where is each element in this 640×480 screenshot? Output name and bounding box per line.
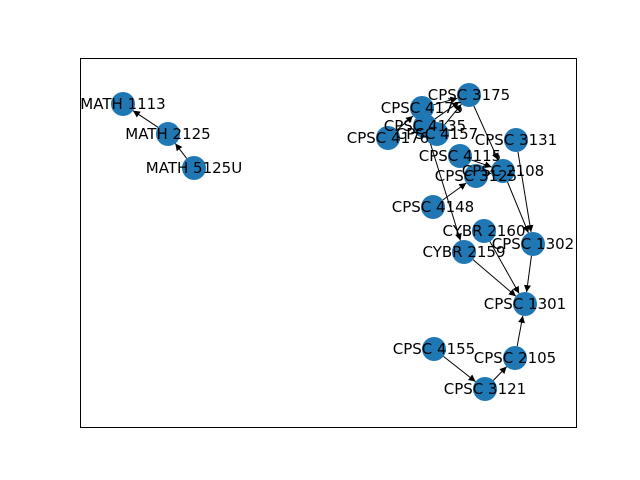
edge-cpsc-2105-to-cpsc-1301 xyxy=(516,315,525,347)
edge-math-2125-to-math-1113 xyxy=(132,110,159,128)
node-cybr-2159 xyxy=(452,240,476,264)
edge-cpsc-3121-to-cpsc-2105 xyxy=(492,366,508,381)
node-label-cpsc-1301: CPSC 1301 xyxy=(484,295,566,313)
edge-layer xyxy=(132,96,534,382)
node-cybr-2160 xyxy=(472,219,496,243)
node-cpsc-4148 xyxy=(421,195,445,219)
node-label-cpsc-4115: CPSC 4115 xyxy=(419,147,501,165)
node-cpsc-1301 xyxy=(513,292,537,316)
node-cpsc-3125 xyxy=(464,164,488,188)
node-label-cpsc-4135: CPSC 4135 xyxy=(384,117,466,135)
node-label-cpsc-3121: CPSC 3121 xyxy=(444,380,526,398)
node-label-cpsc-1302: CPSC 1302 xyxy=(492,235,574,253)
edge-cpsc-4135-to-cybr-2159 xyxy=(428,137,462,241)
node-cpsc-4175 xyxy=(410,96,434,120)
node-cpsc-3121 xyxy=(473,377,497,401)
node-label-cybr-2159: CYBR 2159 xyxy=(422,243,505,261)
node-label-cybr-2160: CYBR 2160 xyxy=(442,222,525,240)
node-label-cpsc-3175: CPSC 3175 xyxy=(428,86,510,104)
node-math-2125 xyxy=(156,122,180,146)
node-label-cpsc-4157: CPSC 4157 xyxy=(396,125,478,143)
node-label-math-1113: MATH 1113 xyxy=(80,95,165,113)
edge-cpsc-3131-to-cpsc-1302 xyxy=(517,151,534,233)
node-label-cpsc-3131: CPSC 3131 xyxy=(475,131,557,149)
plot-frame xyxy=(80,58,577,428)
edge-cpsc-1302-to-cpsc-1301 xyxy=(524,255,532,293)
node-label-math-5125u: MATH 5125U xyxy=(146,159,242,177)
edge-math-5125u-to-math-2125 xyxy=(174,143,188,159)
node-label-cpsc-4176: CPSC 4176 xyxy=(347,129,429,147)
edge-cpsc-4155-to-cpsc-3121 xyxy=(443,356,476,382)
edge-cpsc-3125-to-cpsc-2108 xyxy=(483,171,492,178)
node-math-1113 xyxy=(111,92,135,116)
edge-cpsc-4176-to-cpsc-4175 xyxy=(396,115,414,131)
node-label-cpsc-2105: CPSC 2105 xyxy=(474,349,556,367)
node-cpsc-4155 xyxy=(422,337,446,361)
node-label-cpsc-3125: CPSC 3125 xyxy=(435,167,517,185)
node-cpsc-2108 xyxy=(491,159,515,183)
node-cpsc-4135 xyxy=(413,114,437,138)
edge-cybr-2159-to-cpsc-1301 xyxy=(472,259,517,297)
node-cpsc-4176 xyxy=(376,126,400,150)
node-label-cpsc-2108: CPSC 2108 xyxy=(462,162,544,180)
node-cpsc-3175 xyxy=(457,83,481,107)
edge-cpsc-3175-to-cpsc-2108 xyxy=(473,105,499,161)
edge-cpsc-2108-to-cpsc-1302 xyxy=(507,181,530,234)
node-cpsc-3131 xyxy=(504,128,528,152)
node-label-cpsc-4155: CPSC 4155 xyxy=(393,340,475,358)
node-cpsc-1302 xyxy=(521,232,545,256)
node-label-cpsc-4175: CPSC 4175 xyxy=(381,99,463,117)
edge-cpsc-4135-to-cpsc-3175 xyxy=(434,101,460,120)
node-math-5125u xyxy=(182,156,206,180)
node-label-cpsc-4148: CPSC 4148 xyxy=(392,198,474,216)
edge-cpsc-4115-to-cpsc-2108 xyxy=(471,159,492,169)
edge-cpsc-4175-to-cpsc-3175 xyxy=(433,96,458,106)
node-label-math-2125: MATH 2125 xyxy=(125,125,210,143)
edge-cybr-2160-to-cpsc-1301 xyxy=(489,241,520,294)
node-cpsc-4115 xyxy=(448,144,472,168)
node-layer xyxy=(111,83,545,401)
node-cpsc-2105 xyxy=(503,346,527,370)
